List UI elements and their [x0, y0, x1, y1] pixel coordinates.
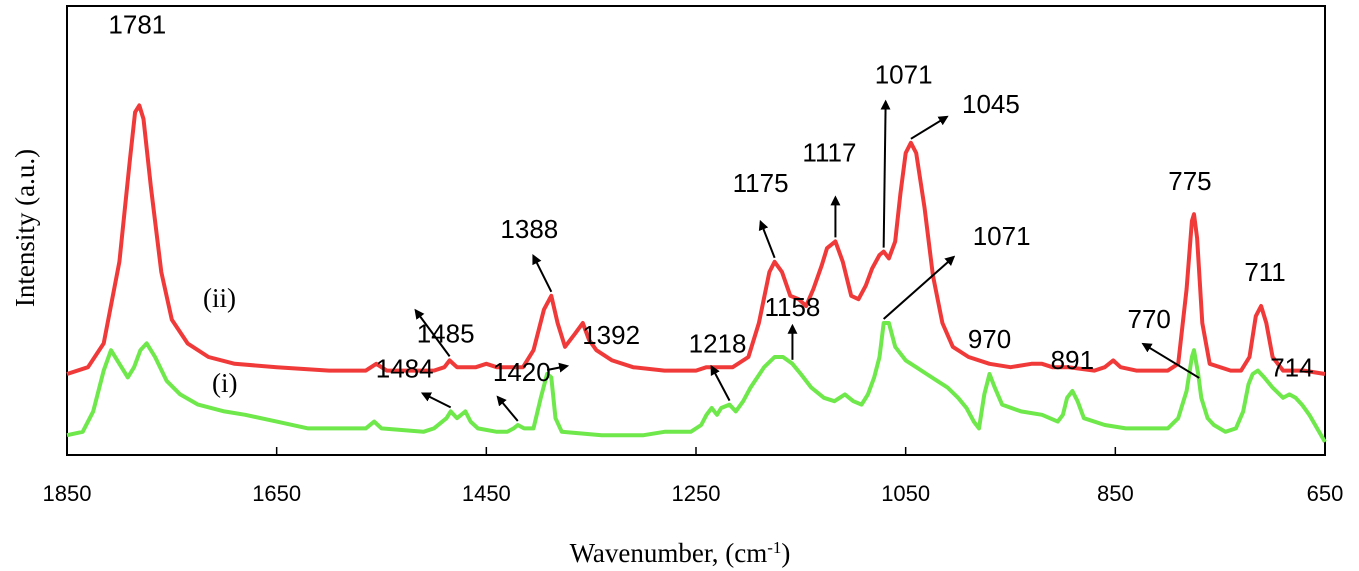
annotation-arrow	[546, 362, 570, 373]
x-tick-label: 1850	[43, 481, 92, 506]
annotation-arrow	[880, 99, 891, 248]
peak-label: 1388	[500, 214, 558, 244]
x-axis-ticks: 1850 1650 1450 1250 1050 850 650	[43, 447, 1344, 506]
peak-label: 1485	[417, 318, 475, 348]
annotation-labels: 1781 1485 1388 1175 1117 1071 1045 775 711 770 148…	[108, 9, 1313, 387]
y-axis-label: Intensity (a.u.)	[10, 149, 40, 307]
series-line-1	[66, 321, 1327, 443]
peak-label: 1117	[802, 137, 856, 167]
plot-area-frame	[66, 5, 1326, 456]
peak-label: 970	[968, 324, 1011, 354]
peak-label: 1158	[764, 292, 820, 322]
series-line-0	[66, 103, 1326, 376]
peak-label: 1175	[733, 168, 789, 198]
annotation-arrow	[882, 255, 956, 320]
annotation-arrow	[758, 219, 776, 259]
annotation-arrow	[532, 254, 553, 293]
peak-label: 711	[1244, 257, 1285, 287]
peak-label: 1071	[875, 60, 933, 90]
annotation-arrow	[414, 308, 451, 357]
peak-label: 770	[1128, 304, 1171, 334]
annotation-arrow	[710, 364, 731, 402]
annotation-arrows	[414, 99, 1200, 422]
series-tag-ii: (ii)	[203, 283, 236, 313]
x-tick-label: 850	[1097, 481, 1134, 506]
peak-label: 891	[1051, 345, 1094, 375]
x-tick-label: 1250	[672, 481, 721, 506]
peak-label: 1218	[689, 329, 747, 359]
x-tick-label: 1650	[252, 481, 301, 506]
annotation-arrow	[420, 392, 452, 409]
annotation-arrow	[910, 115, 949, 140]
peak-label: 714	[1270, 353, 1313, 383]
x-tick-label: 1450	[462, 481, 511, 506]
x-tick-label: 650	[1307, 481, 1344, 506]
peak-label: 1071	[973, 221, 1031, 251]
annotation-arrow	[1141, 342, 1200, 379]
x-axis-label: Wavenumber, (cm-1)	[570, 538, 791, 568]
series-tag-i: (i)	[212, 368, 237, 398]
annotation-arrow	[496, 395, 519, 422]
peak-label: 1392	[582, 320, 640, 350]
peak-label: 1045	[962, 89, 1020, 119]
peak-label: 1781	[108, 9, 166, 39]
peak-label: 1484	[376, 353, 434, 383]
peak-label: 1420	[493, 357, 551, 387]
series-layer	[66, 103, 1327, 443]
x-tick-label: 1050	[881, 481, 930, 506]
peak-label: 775	[1168, 166, 1211, 196]
